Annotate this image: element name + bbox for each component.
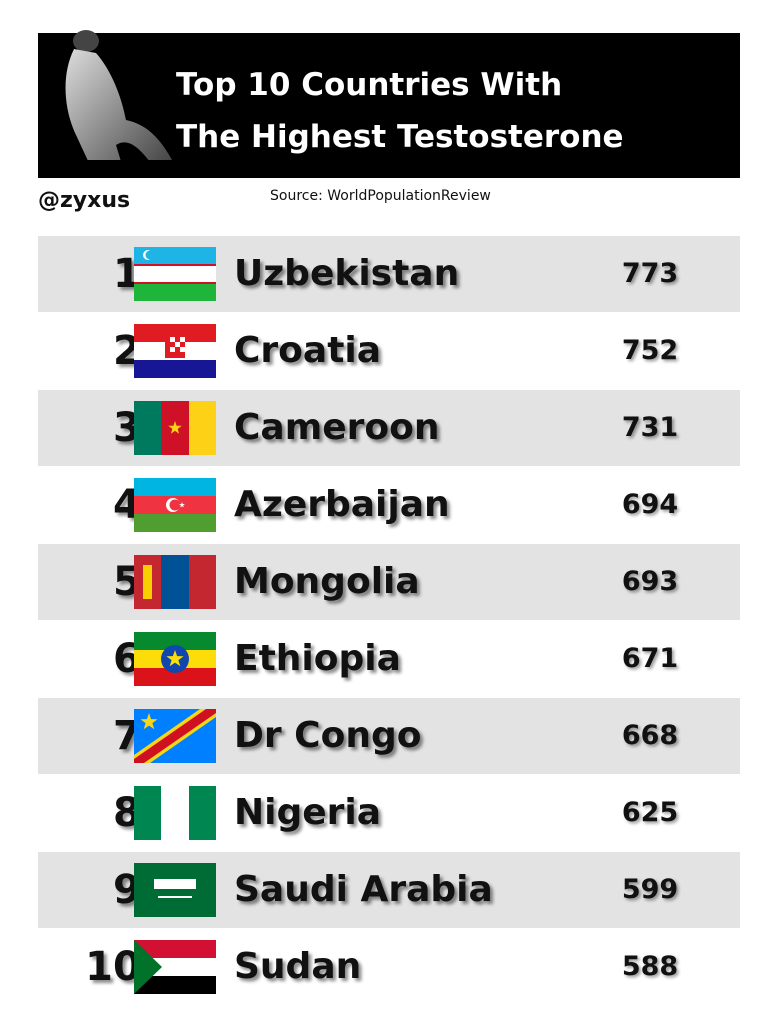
testosterone-value: 668 bbox=[621, 720, 679, 751]
flag-icon bbox=[134, 324, 216, 382]
flag bbox=[134, 555, 216, 609]
flag bbox=[134, 940, 216, 994]
testosterone-value: 625 bbox=[621, 797, 679, 828]
flag bbox=[134, 863, 216, 917]
testosterone-value: 588 bbox=[621, 951, 679, 982]
flag bbox=[134, 401, 216, 455]
testosterone-value: 671 bbox=[621, 643, 679, 674]
header-banner: Top 10 Countries With The Highest Testos… bbox=[38, 30, 740, 178]
table-row: 10. Sudan 588 bbox=[38, 929, 740, 1005]
country-name: Azerbaijan bbox=[234, 484, 450, 525]
country-name: Uzbekistan bbox=[234, 253, 460, 294]
flag-icon bbox=[134, 863, 216, 921]
flag-icon bbox=[134, 401, 216, 459]
source: Source: WorldPopulationReview bbox=[270, 188, 491, 204]
title-line: The Highest Testosterone bbox=[176, 119, 624, 155]
testosterone-value: 731 bbox=[621, 412, 679, 443]
flag-icon bbox=[134, 478, 216, 536]
country-name: Nigeria bbox=[234, 792, 382, 833]
flag bbox=[134, 247, 216, 301]
handle: @zyxus bbox=[38, 188, 131, 213]
flag bbox=[134, 478, 216, 532]
flag bbox=[134, 324, 216, 378]
flag bbox=[134, 632, 216, 686]
flag bbox=[134, 709, 216, 763]
testosterone-value: 693 bbox=[621, 566, 679, 597]
country-name: Mongolia bbox=[234, 561, 420, 602]
country-name: Croatia bbox=[234, 330, 382, 371]
country-name: Ethiopia bbox=[234, 638, 401, 679]
flag-icon bbox=[134, 555, 216, 613]
testosterone-value: 773 bbox=[621, 258, 679, 289]
athlete-silhouette bbox=[65, 30, 173, 160]
country-name: Cameroon bbox=[234, 407, 440, 448]
flag-icon bbox=[134, 709, 216, 767]
country-name: Saudi Arabia bbox=[234, 869, 493, 910]
testosterone-value: 694 bbox=[621, 489, 679, 520]
testosterone-value: 752 bbox=[621, 335, 679, 366]
title: Top 10 Countries With The Highest Testos… bbox=[176, 59, 624, 163]
flag-icon bbox=[134, 632, 216, 690]
country-name: Sudan bbox=[234, 946, 362, 987]
title-line: Top 10 Countries With bbox=[176, 67, 563, 103]
flag-icon bbox=[134, 786, 216, 844]
country-name: Dr Congo bbox=[234, 715, 422, 756]
flag-icon bbox=[134, 940, 216, 998]
flag bbox=[134, 786, 216, 840]
testosterone-value: 599 bbox=[621, 874, 679, 905]
flag-icon bbox=[134, 247, 216, 305]
